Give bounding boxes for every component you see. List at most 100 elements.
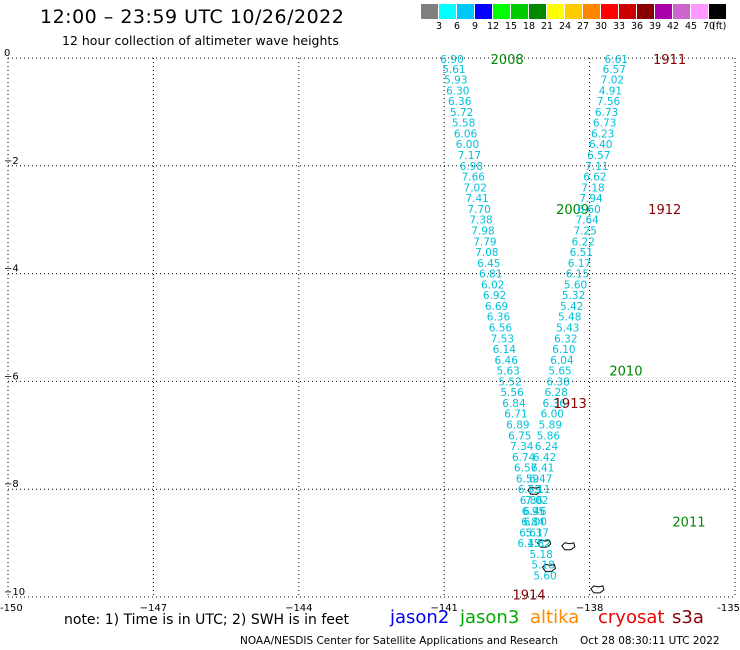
swh-value: 6.59 <box>516 473 539 485</box>
mission-s3a: s3a <box>672 607 704 628</box>
swh-value: 5.58 <box>452 118 475 130</box>
swh-value: 7.08 <box>475 247 498 259</box>
island-outline <box>561 542 576 551</box>
legend-swatch <box>637 4 655 19</box>
swh-value: 6.69 <box>485 301 508 313</box>
legend-tick-label: 36 <box>630 21 644 32</box>
swh-value: 6.89 <box>506 420 529 432</box>
legend-tick-label: 27 <box>576 21 590 32</box>
swh-value: 5.32 <box>562 290 585 302</box>
legend-tick-label: 70 <box>702 21 716 32</box>
swh-value: 6.57 <box>603 64 626 76</box>
x-tick-label: -135 <box>717 603 740 614</box>
swh-value: 7.11 <box>585 161 608 173</box>
swh-value: 5.60 <box>564 279 587 291</box>
legend-tick-label: 21 <box>540 21 554 32</box>
swh-value: 7.11 <box>527 484 550 496</box>
swh-value: 6.24 <box>535 441 559 453</box>
swh-value: 7.17 <box>458 150 481 162</box>
swh-value: 7.02 <box>525 495 548 507</box>
swh-value: 7.64 <box>575 215 599 227</box>
y-tick-label: −2 <box>4 156 19 167</box>
page-subtitle: 12 hour collection of altimeter wave hei… <box>62 33 339 48</box>
swh-value: 6.15 <box>566 269 589 281</box>
swh-value: 7.70 <box>467 204 490 216</box>
swh-value: 6.00 <box>524 517 547 529</box>
swh-value: 5.42 <box>560 301 583 313</box>
swh-value: 7.34 <box>510 441 534 453</box>
swh-value: 5.43 <box>556 323 579 335</box>
swh-value: 5.65 <box>548 366 571 378</box>
swh-value: 7.02 <box>464 182 487 194</box>
legend-tick-label: 45 <box>684 21 698 32</box>
legend-swatch <box>691 4 709 19</box>
swh-value: 6.38 <box>546 376 569 388</box>
y-tick-label: −4 <box>4 264 19 275</box>
pass-label: 1913 <box>554 397 587 412</box>
swh-value: 6.86 <box>520 495 544 507</box>
swh-value: 6.36 <box>448 96 472 108</box>
legend-swatch <box>583 4 601 19</box>
legend-tick-label: 3 <box>435 21 443 32</box>
swh-value: 7.94 <box>579 193 603 205</box>
legend-swatch <box>457 4 475 19</box>
legend-swatch <box>619 4 637 19</box>
swh-value: 5.93 <box>444 75 467 87</box>
swh-value: 6.10 <box>552 344 575 356</box>
swh-value: 6.14 <box>493 344 517 356</box>
swh-value: 6.15 <box>517 538 540 550</box>
swh-value: 7.98 <box>471 225 494 237</box>
pass-label: 1912 <box>648 203 681 218</box>
swh-value: 5.86 <box>537 430 561 442</box>
y-tick-label: −10 <box>4 587 25 598</box>
x-tick-label: -150 <box>0 603 23 614</box>
legend-tick-label: 18 <box>522 21 536 32</box>
swh-value: 7.41 <box>465 193 488 205</box>
swh-value: 6.60 <box>577 204 600 216</box>
swh-value: 5.37 <box>526 527 549 539</box>
swh-value: 7.53 <box>491 333 514 345</box>
mission-jason2: jason2 <box>390 607 450 628</box>
swh-value: 6.46 <box>523 506 547 518</box>
swh-value: 5.18 <box>529 549 552 561</box>
legend-tick-label: 39 <box>648 21 662 32</box>
pass-label: 1914 <box>512 588 545 603</box>
swh-value: 6.06 <box>454 128 478 140</box>
swh-value: 6.62 <box>583 172 606 184</box>
island-outline <box>541 563 556 572</box>
swh-value: 6.36 <box>487 312 511 324</box>
legend-swatch <box>655 4 673 19</box>
swh-value: 5.72 <box>450 107 473 119</box>
swh-value: 6.98 <box>460 161 483 173</box>
x-tick-label: −144 <box>285 603 312 614</box>
swh-value: 6.74 <box>512 452 536 464</box>
legend-tick-label: 33 <box>612 21 626 32</box>
legend-labels: 3 6 9 12 15 18 21 24 27 30 33 36 39 42 45 70 <box>421 21 718 32</box>
island-outline <box>536 539 552 548</box>
island-outline <box>590 585 605 594</box>
swh-value: 7.25 <box>574 225 597 237</box>
swh-value: 6.36 <box>543 398 567 410</box>
swh-value: 6.04 <box>550 355 574 367</box>
legend-swatch <box>565 4 583 19</box>
color-legend <box>421 4 727 19</box>
swh-value: 6.46 <box>495 355 519 367</box>
swh-value: 6.30 <box>446 85 469 97</box>
swh-value: 6.61 <box>605 54 628 66</box>
legend-tick-label: 9 <box>471 21 479 32</box>
swh-value: 6.02 <box>481 279 504 291</box>
footer-note: note: 1) Time is in UTC; 2) SWH is in fe… <box>64 612 350 628</box>
swh-value: 6.57 <box>587 150 610 162</box>
swh-value: 6.00 <box>541 409 564 421</box>
swh-value: 6.42 <box>533 452 556 464</box>
swh-value: 7.56 <box>597 96 621 108</box>
swh-value: 6.00 <box>456 139 479 151</box>
legend-tick-label: 6 <box>453 21 461 32</box>
swh-value: 5.48 <box>558 312 581 324</box>
swh-value: 5.56 <box>500 387 524 399</box>
credit-text: NOAA/NESDIS Center for Satellite Applica… <box>240 635 558 647</box>
legend-swatch <box>547 4 565 19</box>
legend-unit: (ft) <box>712 21 727 32</box>
mission-altika: altika <box>530 607 580 628</box>
